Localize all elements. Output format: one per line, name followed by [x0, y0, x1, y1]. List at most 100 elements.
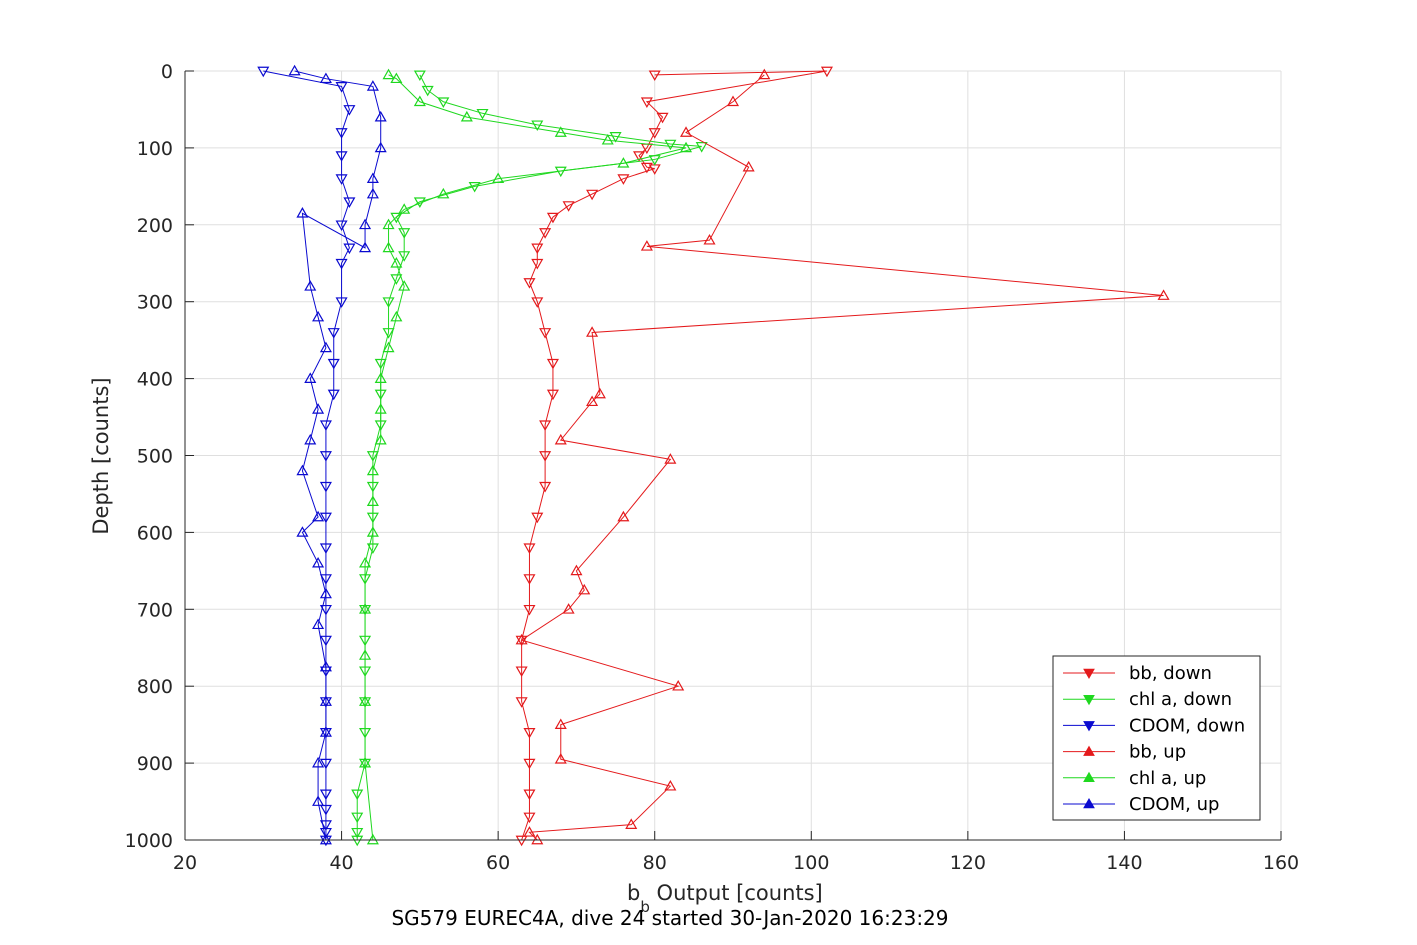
series-bb-down: [515, 66, 833, 847]
data-point: [460, 110, 473, 122]
legend-marker: [1083, 797, 1095, 809]
data-point: [726, 95, 740, 107]
data-point: [539, 228, 552, 239]
data-point: [437, 187, 450, 199]
data-point: [640, 97, 653, 108]
data-point: [539, 328, 552, 339]
data-point: [296, 464, 309, 476]
series-line: [294, 70, 382, 841]
data-point: [359, 695, 372, 706]
data-point: [586, 326, 599, 337]
data-point: [319, 451, 332, 462]
series-bb-up: [515, 68, 1170, 845]
data-point: [640, 162, 653, 174]
data-point: [515, 697, 528, 708]
data-point: [546, 212, 559, 224]
legend: bb, down chl a, down CDOM, down bb, up chl a…: [1052, 655, 1261, 821]
series-chl-a-up: [359, 68, 693, 845]
data-point: [562, 201, 575, 212]
legend-label: chl a, up: [1129, 768, 1206, 789]
data-point: [586, 395, 599, 407]
legend-item: bb, down: [1063, 663, 1212, 684]
data-point: [343, 105, 356, 116]
data-point: [327, 389, 340, 401]
data-point: [617, 510, 630, 522]
data-point: [515, 666, 528, 678]
data-point: [515, 633, 528, 645]
data-point: [523, 543, 536, 554]
data-point: [312, 618, 325, 630]
x-axis-label-main: b: [627, 881, 640, 905]
data-point: [390, 274, 403, 285]
data-point: [359, 241, 372, 253]
data-point: [664, 453, 677, 464]
axes: [184, 70, 1282, 841]
series-line: [520, 74, 1164, 841]
series-line: [263, 70, 350, 840]
data-point: [343, 243, 356, 255]
tick-labels: 20 40 60 80 100 120 140 160 0 100 200 300 400 500 600 7…: [125, 61, 1299, 874]
data-point: [523, 278, 536, 289]
data-point: [319, 481, 332, 493]
data-point: [312, 310, 325, 322]
data-point: [468, 182, 481, 193]
data-point: [374, 403, 387, 414]
data-point: [531, 258, 544, 270]
data-point: [327, 358, 340, 370]
legend-label: CDOM, up: [1129, 794, 1219, 815]
data-point: [531, 512, 544, 524]
data-point: [421, 85, 434, 97]
series-cdom-up: [288, 64, 387, 845]
legend-marker: [1083, 694, 1095, 706]
data-point: [554, 433, 567, 445]
y-tick-label: 1000: [125, 830, 173, 852]
data-point: [335, 151, 348, 162]
data-point: [319, 543, 332, 554]
data-point: [382, 218, 395, 230]
legend-label: bb, up: [1129, 742, 1186, 763]
data-point: [319, 758, 332, 770]
data-point: [531, 243, 544, 255]
data-point: [390, 310, 403, 322]
data-point: [523, 758, 536, 770]
legend-marker: [1083, 771, 1095, 783]
data-point: [319, 604, 332, 616]
data-point: [335, 128, 348, 139]
data-point: [382, 297, 395, 308]
y-tick-label: 500: [137, 446, 173, 468]
data-point: [679, 141, 693, 153]
data-point: [319, 574, 332, 585]
data-point: [374, 141, 387, 153]
data-point: [570, 564, 583, 576]
y-axis-label: Depth [counts]: [89, 377, 113, 534]
data-point: [523, 727, 536, 739]
y-tick-label: 900: [137, 753, 173, 775]
data-point: [312, 795, 325, 806]
data-point: [351, 812, 364, 824]
data-point: [319, 804, 332, 816]
data-point: [523, 812, 536, 824]
x-tick-label: 20: [173, 852, 197, 874]
data-point: [319, 726, 332, 737]
y-tick-label: 700: [137, 599, 173, 621]
data-point: [319, 512, 332, 524]
legend-label: CDOM, down: [1129, 715, 1245, 736]
data-point: [304, 433, 317, 445]
data-point: [319, 635, 332, 647]
data-point: [304, 280, 317, 291]
x-tick-label: 80: [643, 852, 667, 874]
data-point: [554, 753, 567, 764]
series-layer: [257, 64, 1170, 847]
data-point: [319, 72, 332, 84]
data-point: [366, 464, 379, 476]
data-point: [554, 718, 567, 730]
data-point: [648, 128, 661, 139]
data-point: [609, 132, 622, 143]
legend-marker: [1083, 721, 1095, 732]
data-point: [398, 228, 411, 239]
data-point: [648, 70, 661, 82]
data-point: [515, 835, 528, 847]
data-point: [335, 220, 348, 232]
x-tick-label: 160: [1263, 852, 1299, 874]
